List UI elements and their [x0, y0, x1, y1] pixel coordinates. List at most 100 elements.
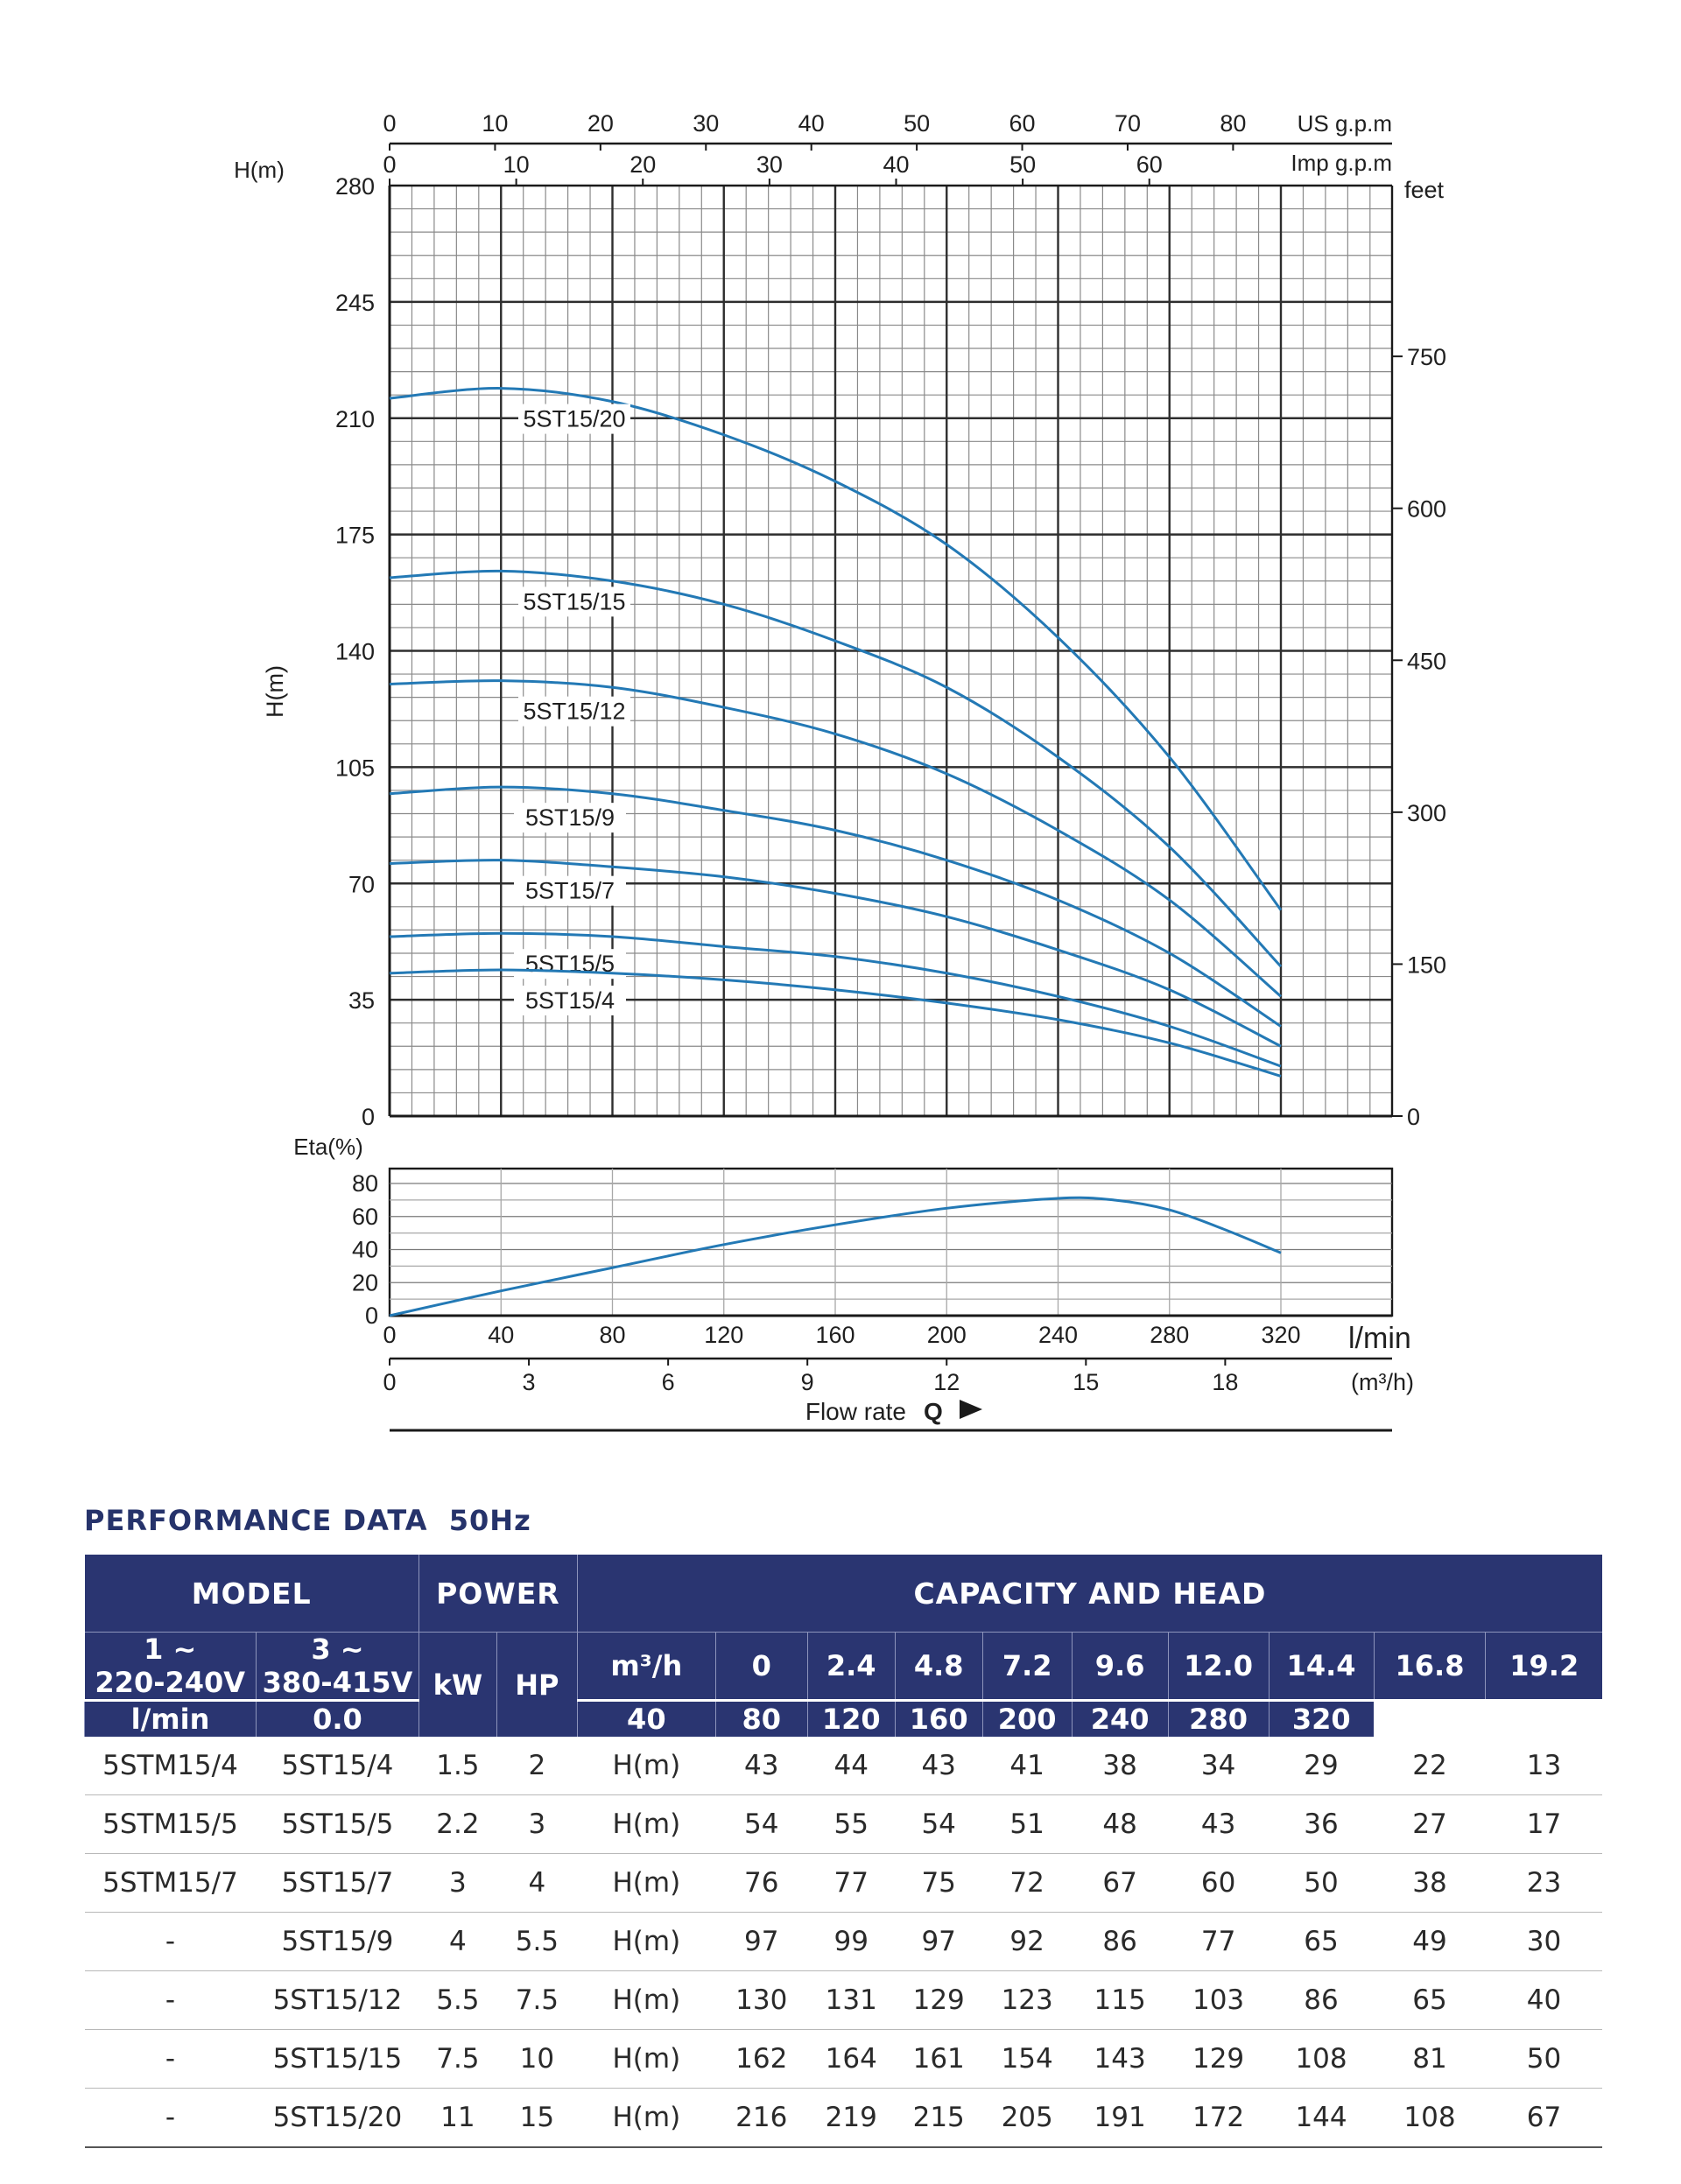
table-row: 5STM15/7 5ST15/7 3 4 H(m) 76 77 75 72 67 60 50 38 23: [84, 1853, 1602, 1913]
header-single-phase: 1 ~220-240V: [84, 1632, 257, 1702]
cell-model-1ph: -: [84, 1970, 257, 2030]
cell-head: 161: [895, 2029, 983, 2089]
header-flow-m3h: 0: [714, 1632, 808, 1702]
cell-model-1ph: 5STM15/5: [84, 1794, 257, 1854]
x-tick-label-m3h: 15: [1073, 1369, 1099, 1395]
imp-gpm-tick-label: 0: [383, 151, 396, 178]
header-model: MODEL: [84, 1555, 419, 1633]
feet-tick-label: 0: [1407, 1104, 1420, 1130]
y-tick-label: 210: [335, 406, 375, 432]
cell-unit: H(m): [577, 1794, 716, 1854]
cell-head: 131: [807, 1970, 896, 2030]
cell-unit: H(m): [577, 1912, 716, 1971]
cell-unit: H(m): [577, 2029, 716, 2089]
x-tick-label-m3h: 12: [933, 1369, 960, 1395]
cell-head: 34: [1168, 1737, 1270, 1795]
table-header-row-3: l/min 0.0 40 80 120 160 200 240 280 320: [84, 1700, 1603, 1737]
curve-label: 5ST15/7: [525, 878, 615, 904]
cell-model-3ph: 5ST15/4: [256, 1737, 419, 1795]
cell-model-3ph: 5ST15/20: [256, 2088, 419, 2148]
cell-head: 164: [807, 2029, 896, 2089]
header-flow-lmin: 160: [894, 1700, 983, 1737]
header-flow-m3h: 16.8: [1373, 1632, 1486, 1702]
imp-gpm-tick-label: 30: [756, 151, 783, 178]
efficiency-curve: [389, 1196, 1282, 1317]
cell-model-3ph: 5ST15/12: [256, 1970, 419, 2030]
curve-label: 5ST15/15: [523, 588, 625, 614]
us-gpm-tick-label: 50: [904, 110, 930, 137]
imp-gpm-tick-label: 50: [1009, 151, 1036, 178]
cell-head: 162: [715, 2029, 808, 2089]
curve-label: 5ST15/12: [523, 699, 625, 725]
curve-label-bg: [518, 696, 630, 727]
eta-y-tick-label: 60: [352, 1204, 378, 1230]
cell-hp: 3: [496, 1794, 578, 1854]
imp-gpm-tick-label: 60: [1136, 151, 1163, 178]
header-single-phase-voltage: 220-240V: [95, 1666, 246, 1699]
us-gpm-tick-label: 20: [587, 110, 614, 137]
header-unit-lmin: l/min: [84, 1700, 257, 1737]
cell-head: 75: [895, 1853, 983, 1913]
cell-head: 49: [1374, 1912, 1486, 1971]
cell-head: 143: [1072, 2029, 1169, 2089]
cell-head: 51: [982, 1794, 1073, 1854]
cell-head: 65: [1269, 1912, 1374, 1971]
performance-table-body: 5STM15/4 5ST15/4 1.5 2 H(m) 43 44 43 41 38 34 29 22 1…: [84, 1737, 1602, 2148]
header-power: POWER: [418, 1555, 578, 1633]
cell-unit: H(m): [577, 1970, 716, 2030]
feet-tick-label: 450: [1407, 648, 1446, 674]
cell-head: 40: [1485, 1970, 1602, 2030]
cell-hp: 2: [496, 1737, 578, 1795]
cell-head: 43: [715, 1737, 808, 1795]
cell-head: 103: [1168, 1970, 1270, 2030]
header-flow-m3h: 4.8: [894, 1632, 983, 1702]
header-flow-m3h: 12.0: [1167, 1632, 1270, 1702]
x-axis-label: Flow rate: [805, 1398, 906, 1425]
header-three-phase-voltage: 380-415V: [262, 1666, 413, 1699]
cell-kw: 1.5: [418, 1737, 497, 1795]
header-flow-m3h: 19.2: [1485, 1632, 1602, 1702]
header-flow-lmin: 120: [806, 1700, 896, 1737]
cell-head: 50: [1485, 2029, 1602, 2089]
header-unit-m3h: m³/h: [576, 1632, 716, 1702]
cell-head: 22: [1374, 1737, 1486, 1795]
cell-head: 27: [1374, 1794, 1486, 1854]
feet-tick-label: 300: [1407, 800, 1446, 826]
feet-tick-label: 750: [1407, 344, 1446, 370]
curve-label-bg: [514, 985, 626, 1015]
feet-tick-label: 150: [1407, 952, 1446, 978]
cell-model-1ph: -: [84, 2029, 257, 2089]
cell-model-3ph: 5ST15/5: [256, 1794, 419, 1854]
cell-head: 191: [1072, 2088, 1169, 2148]
cell-kw: 2.2: [418, 1794, 497, 1854]
cell-head: 216: [715, 2088, 808, 2148]
header-flow-lmin: 40: [576, 1700, 716, 1737]
head-curve-5st15-7: [389, 859, 1282, 1048]
cell-head: 92: [982, 1912, 1073, 1971]
cell-model-1ph: -: [84, 2088, 257, 2148]
header-flow-lmin: 320: [1268, 1700, 1374, 1737]
cell-hp: 7.5: [496, 1970, 578, 2030]
feet-tick-label: 600: [1407, 496, 1446, 523]
header-single-phase-symbol: 1 ~: [144, 1633, 197, 1666]
y-axis-label-rotated: H(m): [262, 665, 288, 718]
header-hp: HP: [496, 1632, 578, 1737]
imp-gpm-tick-label: 20: [629, 151, 656, 178]
performance-charts: 03570105140175210245280H(m)H(m)015030045…: [234, 110, 1446, 1432]
cell-head: 38: [1374, 1853, 1486, 1913]
head-curve-5st15-9: [389, 785, 1282, 1028]
header-flow-m3h: 2.4: [806, 1632, 896, 1702]
table-row: -5ST15/20 11 15 H(m) 216 219 215 205 191 172 144 10…: [84, 2088, 1602, 2148]
cell-head: 86: [1269, 1970, 1374, 2030]
header-capacity-and-head: CAPACITY AND HEAD: [576, 1555, 1602, 1633]
cell-model-3ph: 5ST15/7: [256, 1853, 419, 1913]
x-tick-label-m3h: 3: [523, 1369, 536, 1395]
curve-label: 5ST15/4: [525, 987, 615, 1014]
x-tick-label-m3h: 9: [801, 1369, 814, 1395]
x-tick-label-lmin: 240: [1038, 1322, 1078, 1348]
head-curve-5st15-12: [389, 679, 1282, 998]
cell-head: 86: [1072, 1912, 1169, 1971]
cell-head: 48: [1072, 1794, 1169, 1854]
x-tick-label-m3h: 0: [383, 1369, 396, 1395]
cell-model-1ph: 5STM15/7: [84, 1853, 257, 1913]
